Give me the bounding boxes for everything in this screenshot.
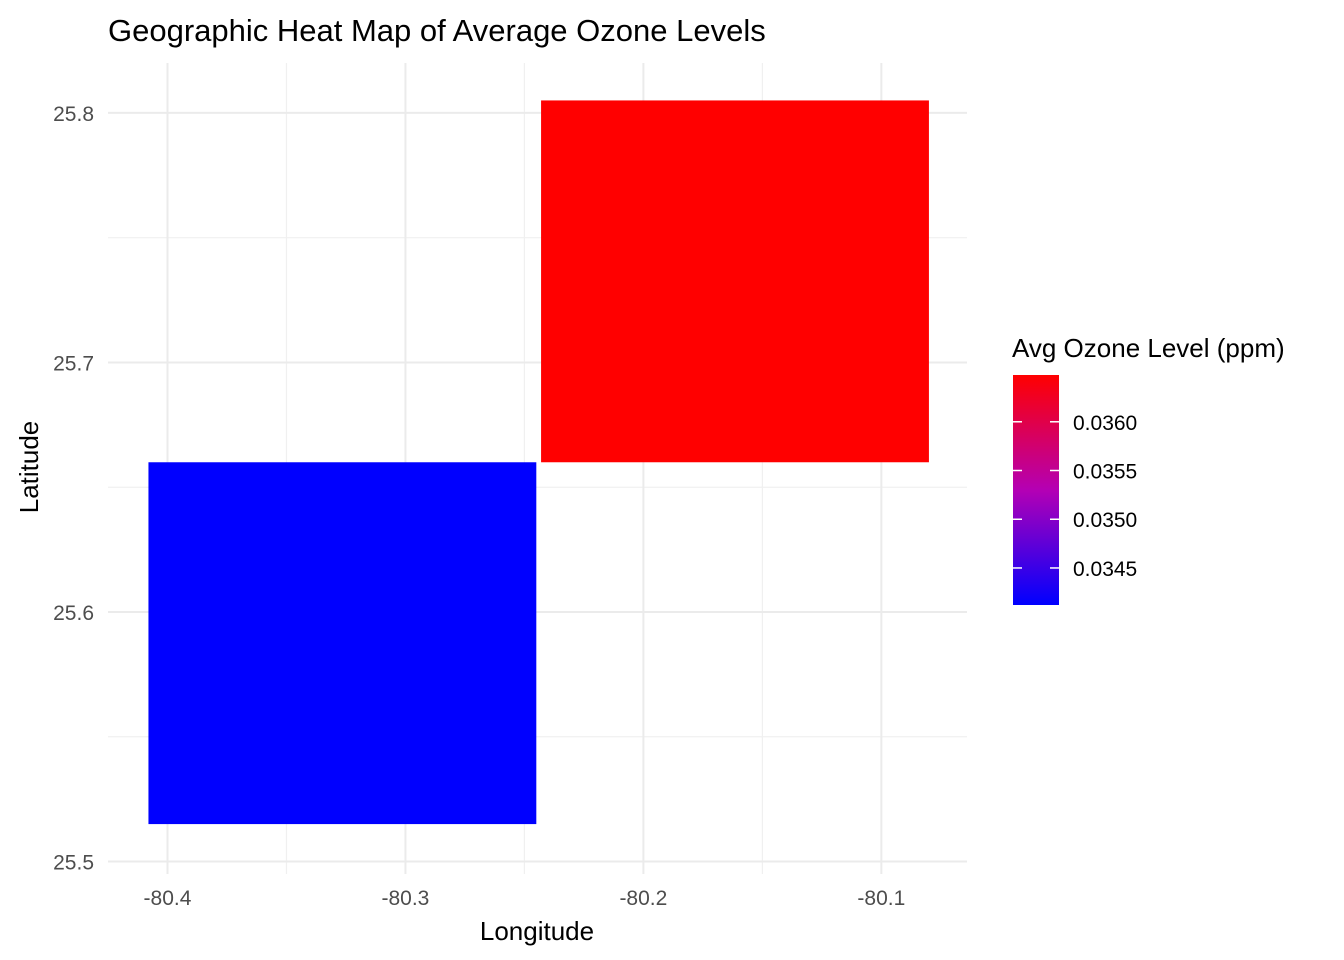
legend-label: 0.0355 <box>1073 461 1137 484</box>
y-tick-label: 25.7 <box>53 352 94 375</box>
heatmap-tile-2 <box>541 100 929 463</box>
heatmap-tiles <box>148 100 929 825</box>
legend: Avg Ozone Level (ppm) 0.0345 0.0350 0.0355… <box>1012 333 1285 605</box>
y-tick-label: 25.5 <box>53 852 94 875</box>
legend-colorbar <box>1013 375 1059 605</box>
y-axis-ticks: 25.5 25.6 25.7 25.8 <box>53 103 94 875</box>
x-tick-label: -80.4 <box>144 887 192 910</box>
x-axis-title: Longitude <box>480 916 594 946</box>
x-axis-ticks: -80.4 -80.3 -80.2 -80.1 <box>144 887 906 910</box>
y-axis-title: Latitude <box>14 421 44 514</box>
legend-ticks: 0.0345 0.0350 0.0355 0.0360 <box>1013 412 1137 581</box>
x-tick-label: -80.3 <box>382 887 430 910</box>
x-tick-label: -80.2 <box>619 887 667 910</box>
legend-label: 0.0350 <box>1073 509 1137 532</box>
legend-label: 0.0360 <box>1073 412 1137 435</box>
y-tick-label: 25.6 <box>53 602 94 625</box>
legend-title: Avg Ozone Level (ppm) <box>1012 333 1285 363</box>
heatmap-tile-1 <box>148 462 537 825</box>
legend-label: 0.0345 <box>1073 558 1137 581</box>
x-tick-label: -80.1 <box>857 887 905 910</box>
chart-title: Geographic Heat Map of Average Ozone Lev… <box>108 13 766 48</box>
y-tick-label: 25.8 <box>53 103 94 126</box>
